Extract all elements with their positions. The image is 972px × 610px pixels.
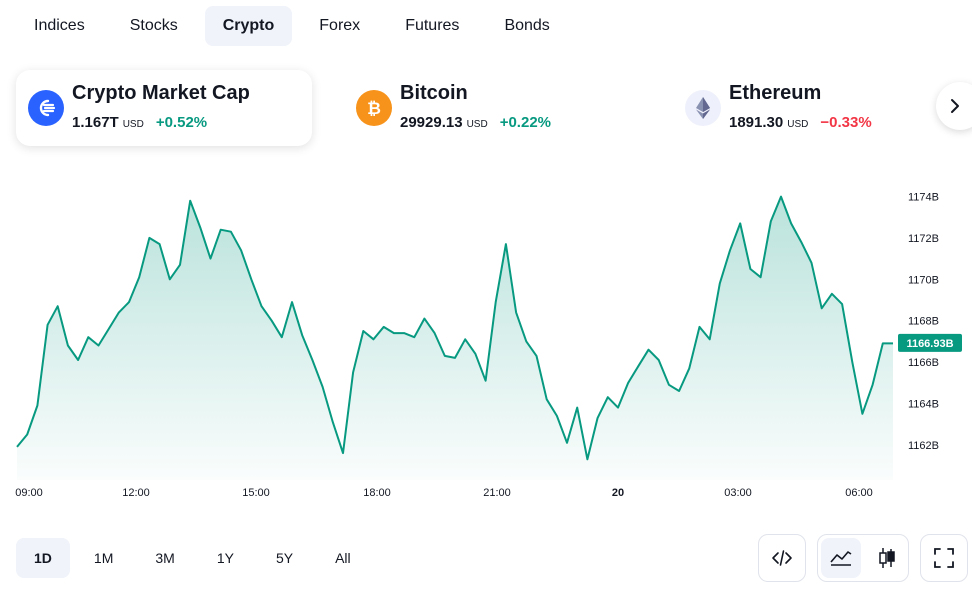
x-tick-label: 20 xyxy=(612,487,624,499)
y-tick-label: 1168B xyxy=(908,316,939,328)
x-tick-label: 06:00 xyxy=(845,487,873,499)
chart-area-fill xyxy=(17,196,893,480)
range-5y[interactable]: 5Y xyxy=(275,550,294,566)
ticker-name: Crypto Market Cap xyxy=(72,82,250,104)
range-1m[interactable]: 1M xyxy=(93,550,114,566)
x-axis: 09:00 12:00 15:00 18:00 21:00 20 03:00 06:00 xyxy=(15,487,873,499)
crypto-market-cap-icon xyxy=(28,90,64,126)
tab-indices[interactable]: Indices xyxy=(34,17,85,34)
y-tick-label: 1166B xyxy=(908,357,939,369)
fullscreen-icon xyxy=(934,548,954,568)
ticker-change: −0.33% xyxy=(820,114,872,131)
y-tick-label: 1172B xyxy=(908,233,939,245)
embed-code-icon xyxy=(772,550,792,566)
range-1y[interactable]: 1Y xyxy=(216,550,234,566)
bitcoin-icon: ₿ xyxy=(356,90,392,126)
candlestick-chart-button[interactable] xyxy=(867,538,907,578)
x-tick-label: 21:00 xyxy=(483,487,511,499)
y-tick-label: 1174B xyxy=(908,192,939,204)
y-tick-label: 1164B xyxy=(908,398,939,410)
chart-series-line xyxy=(16,195,893,461)
ticker-price: 1.167T xyxy=(72,114,119,131)
tab-crypto[interactable]: Crypto xyxy=(204,6,293,46)
range-3m[interactable]: 3M xyxy=(155,550,175,566)
ticker-cards: Crypto Market Cap 1.167T USD +0.52% ₿ Bitc… xyxy=(16,70,972,148)
market-cap-chart[interactable]: 1174B 1172B 1170B 1168B 1166B 1164B 1162B 09:0… xyxy=(0,180,972,510)
x-tick-label: 18:00 xyxy=(363,487,391,499)
x-tick-label: 09:00 xyxy=(15,487,43,499)
ticker-price-row: 29929.13 USD +0.22% xyxy=(400,114,551,131)
svg-text:₿: ₿ xyxy=(367,99,381,118)
ticker-price-row: 1.167T USD +0.52% xyxy=(72,114,207,131)
ethereum-icon xyxy=(685,90,721,126)
y-tick-label: 1162B xyxy=(908,440,939,452)
x-tick-label: 15:00 xyxy=(242,487,270,499)
last-value-badge: 1166.93B xyxy=(898,333,962,352)
range-all[interactable]: All xyxy=(335,550,351,566)
next-tickers-button[interactable] xyxy=(936,82,972,130)
range-1d[interactable]: 1D xyxy=(16,538,70,578)
ticker-change: +0.52% xyxy=(155,114,208,131)
tab-bonds[interactable]: Bonds xyxy=(504,17,550,34)
area-chart-icon xyxy=(830,551,852,566)
range-selector: 1D 1M 3M 1Y 5Y All xyxy=(16,538,375,578)
embed-button[interactable] xyxy=(758,534,806,582)
market-tabs: Indices Stocks Crypto Forex Futures Bond… xyxy=(16,6,577,46)
ticker-card-bitcoin[interactable]: ₿ Bitcoin 29929.13 USD +0.22% xyxy=(344,70,634,146)
candlestick-icon xyxy=(879,548,895,568)
x-tick-label: 03:00 xyxy=(724,487,752,499)
chart-style-toggle xyxy=(817,534,909,582)
y-axis: 1174B 1172B 1170B 1168B 1166B 1164B 1162B xyxy=(908,192,939,452)
ticker-change: +0.22% xyxy=(499,114,551,131)
ticker-name: Ethereum xyxy=(729,82,822,104)
tab-forex[interactable]: Forex xyxy=(319,17,361,34)
ticker-currency: USD xyxy=(787,119,809,130)
ticker-card-ethereum[interactable]: Ethereum 1891.30 USD −0.33% xyxy=(673,70,943,146)
tab-futures[interactable]: Futures xyxy=(405,17,460,34)
ticker-currency: USD xyxy=(122,119,144,130)
ticker-name: Bitcoin xyxy=(400,82,468,104)
x-tick-label: 12:00 xyxy=(122,487,150,499)
tab-stocks[interactable]: Stocks xyxy=(129,17,178,34)
chevron-right-icon xyxy=(951,99,959,113)
y-tick-label: 1170B xyxy=(908,274,939,286)
area-chart-button[interactable] xyxy=(821,538,861,578)
last-value-label: 1166.93B xyxy=(906,338,953,350)
fullscreen-button[interactable] xyxy=(920,534,968,582)
ticker-price-row: 1891.30 USD −0.33% xyxy=(729,114,872,131)
ticker-price: 29929.13 xyxy=(400,114,463,131)
ticker-currency: USD xyxy=(466,119,488,130)
ticker-price: 1891.30 xyxy=(729,114,784,131)
ticker-card-crypto-market-cap[interactable]: Crypto Market Cap 1.167T USD +0.52% xyxy=(16,70,312,146)
